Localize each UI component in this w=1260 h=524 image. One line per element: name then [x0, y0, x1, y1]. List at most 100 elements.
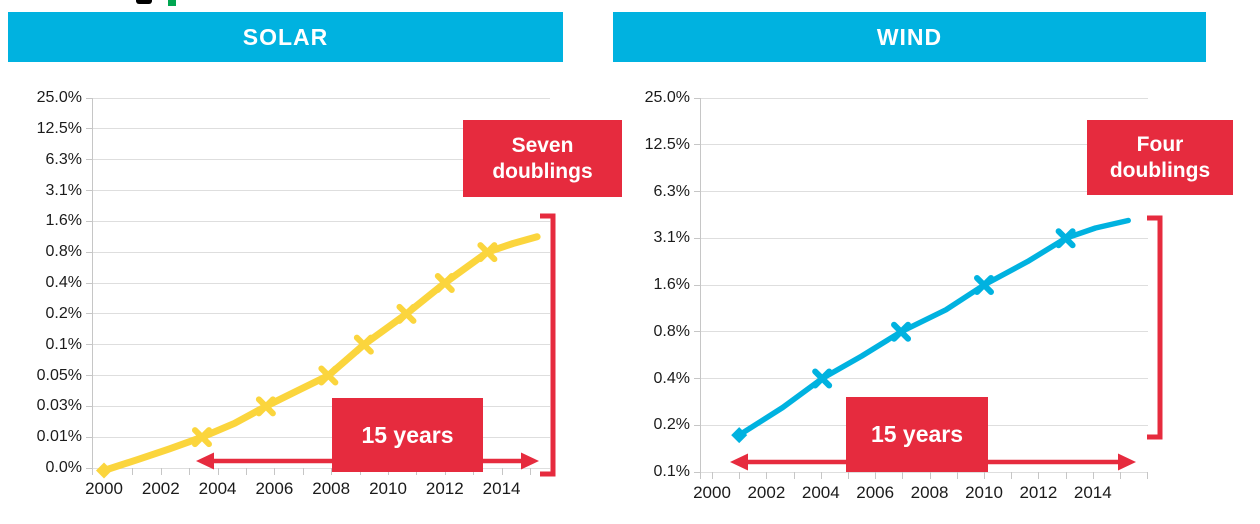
- wind-y-axis-tick: [694, 284, 700, 286]
- wind-gridline: [700, 237, 1148, 239]
- wind-x-axis-tick: [848, 472, 849, 479]
- wind-y-axis-label: 0.2%: [653, 416, 690, 434]
- solar-y-axis-label: 0.01%: [36, 428, 82, 446]
- solar-fifteen-years-text: 15 years: [361, 421, 454, 448]
- solar-x-axis-label: 2002: [141, 479, 180, 498]
- solar-y-axis-tick: [86, 282, 92, 284]
- solar-x-axis-label: 2004: [198, 479, 237, 498]
- wind-gridline: [700, 97, 1148, 99]
- wind-y-axis-label: 0.8%: [653, 322, 690, 340]
- wind-y-axis-label: 6.3%: [653, 182, 690, 200]
- solar-y-axis-tick: [86, 251, 92, 253]
- wind-y-axis-tick: [694, 191, 700, 192]
- solar-y-axis-tick: [86, 313, 92, 315]
- wind-x-axis-tick: [766, 472, 768, 479]
- solar-y-axis-tick: [86, 159, 92, 161]
- wind-y-axis-label: 3.1%: [653, 229, 690, 247]
- wind-gridline: [700, 144, 1148, 146]
- wind-x-axis-tick: [793, 472, 795, 479]
- wind-x-axis-tick: [1011, 472, 1013, 479]
- solar-gridline: [92, 159, 550, 161]
- wind-y-axis-tick: [694, 424, 700, 426]
- wind-x-axis-label: 2002: [747, 483, 786, 502]
- wind-x-axis-label: 2014: [1073, 483, 1112, 502]
- solar-x-axis-label: 2000: [85, 479, 123, 498]
- solar-x-axis-label: 2010: [369, 479, 407, 498]
- wind-x-axis-tick: [875, 472, 877, 479]
- wind-y-axis-tick: [694, 237, 700, 239]
- wind-gridline: [700, 378, 1148, 379]
- wind-x-axis-tick: [739, 472, 741, 479]
- wind-doublings-bracket: [1147, 215, 1163, 440]
- wind-arrow-right-head: [1118, 453, 1136, 471]
- four-doublings-callout: Four doublings: [1087, 120, 1233, 195]
- wind-y-axis-tick: [694, 471, 700, 473]
- wind-x-axis-tick: [820, 472, 822, 479]
- solar-gridline: [92, 128, 550, 130]
- solar-header-bar: SOLAR: [8, 12, 563, 62]
- solar-y-axis-tick: [86, 467, 92, 469]
- four-doublings-line1: Four: [1136, 132, 1184, 156]
- solar-x-axis-label: 2008: [312, 479, 351, 498]
- solar-x-axis-label: 2014: [482, 479, 521, 498]
- solar-fifteen-years-label: 15 years: [332, 398, 483, 472]
- seven-doublings-line1: Seven: [511, 133, 574, 157]
- solar-y-axis-label: 0.0%: [45, 459, 82, 476]
- wind-x-axis-tick: [1147, 472, 1149, 479]
- solar-y-axis-label: 25.0%: [36, 89, 82, 106]
- wind-x-axis-tick: [712, 472, 713, 479]
- solar-y-axis-tick: [86, 436, 92, 438]
- solar-y-axis-tick: [86, 190, 92, 191]
- solar-y-axis-label: 12.5%: [36, 119, 82, 137]
- cropped-title-text-fragment: [136, 0, 152, 4]
- wind-x-axis-tick: [1038, 472, 1040, 479]
- solar-y-axis-tick: [86, 344, 92, 346]
- seven-doublings-line2: doublings: [492, 159, 593, 183]
- wind-y-axis-tick: [694, 378, 700, 379]
- wind-x-axis-tick: [1065, 472, 1067, 479]
- wind-fifteen-years-label: 15 years: [846, 397, 988, 472]
- wind-gridline: [700, 331, 1148, 333]
- solar-y-axis-label: 0.03%: [36, 397, 82, 415]
- solar-x-axis-label: 2006: [255, 479, 294, 498]
- seven-doublings-callout: Seven doublings: [463, 120, 622, 197]
- wind-x-axis-label: 2004: [801, 483, 840, 502]
- wind-x-axis-label: 2012: [1019, 483, 1058, 502]
- wind-y-axis-label: 0.1%: [653, 463, 690, 480]
- wind-header-label: WIND: [876, 23, 943, 50]
- wind-x-axis-label: 2010: [965, 483, 1003, 502]
- wind-x-axis-tick: [984, 472, 985, 479]
- solar-y-axis-label: 3.1%: [45, 181, 82, 199]
- cropped-title-cursor-fragment: [168, 0, 176, 6]
- solar-y-axis-label: 0.4%: [45, 274, 82, 291]
- solar-y-axis-tick: [86, 97, 92, 99]
- wind-y-axis-label: 25.0%: [644, 89, 690, 106]
- solar-gridline: [92, 190, 550, 191]
- wind-x-axis-label: 2000: [693, 483, 731, 502]
- solar-y-axis-tick: [86, 405, 92, 407]
- wind-x-axis-label: 2008: [910, 483, 949, 502]
- solar-gridline: [92, 97, 550, 99]
- solar-y-axis-label: 0.05%: [36, 366, 82, 384]
- wind-y-axis-tick: [694, 144, 700, 146]
- solar-y-axis-label: 0.8%: [45, 243, 82, 261]
- solar-y-axis-label: 1.6%: [45, 212, 82, 230]
- wind-y-axis-tick: [694, 331, 700, 333]
- solar-y-axis-line: [92, 98, 93, 475]
- wind-arrow-left-head: [730, 453, 748, 471]
- wind-fifteen-years-text: 15 years: [870, 421, 964, 447]
- wind-x-axis-tick: [956, 472, 958, 479]
- wind-header-bar: WIND: [613, 12, 1206, 62]
- wind-x-axis-tick: [1092, 472, 1094, 479]
- wind-y-axis-line: [700, 98, 701, 479]
- wind-gridline: [700, 284, 1148, 286]
- four-doublings-line2: doublings: [1109, 158, 1211, 182]
- wind-y-axis-label: 0.4%: [653, 369, 690, 387]
- solar-y-axis-tick: [86, 220, 92, 222]
- solar-y-axis-label: 6.3%: [45, 150, 82, 168]
- solar-y-axis-label: 0.1%: [45, 335, 82, 353]
- solar-gridline: [92, 220, 550, 222]
